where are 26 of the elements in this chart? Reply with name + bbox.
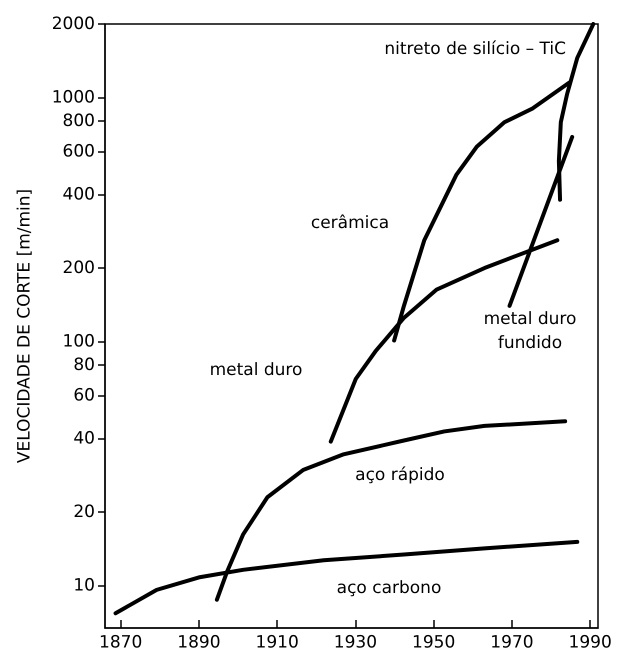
series-label: metal duro fundido	[484, 309, 576, 353]
y-tick-label: 100	[62, 332, 95, 352]
y-axis-title: VELOCIDADE DE CORTE [m/min]	[14, 188, 34, 464]
text: metal duro	[210, 360, 302, 380]
x-tick-label: 1950	[412, 632, 456, 652]
y-tick-label: 400	[62, 184, 95, 205]
y-tick-label: 200	[62, 258, 95, 278]
y-tick-label: 40	[73, 428, 95, 449]
series-label: nitreto de silício – TiC	[384, 39, 566, 59]
series-label: aço carbono	[336, 578, 442, 598]
text: cerâmica	[310, 213, 390, 233]
y-tick-label: 10	[73, 576, 95, 596]
y-tick-label: 1000	[52, 87, 95, 108]
x-tick-label: 1910	[256, 632, 299, 652]
y-tick-label: 600	[62, 142, 95, 162]
y-tick-label: 800	[62, 111, 95, 132]
x-tick-label: 1990	[568, 632, 612, 652]
x-tick-label: 1870	[99, 632, 142, 652]
x-tick-label: 1890	[177, 632, 221, 652]
y-tick-label: 60	[73, 386, 95, 406]
x-tick-label: 1970	[490, 632, 534, 652]
y-tick-label: 2000	[52, 14, 95, 34]
y-tick-label: 80	[73, 355, 95, 376]
x-tick-label: 1930	[334, 632, 378, 652]
series-label: aço rápido	[355, 465, 445, 485]
y-tick-label: 20	[73, 502, 95, 522]
